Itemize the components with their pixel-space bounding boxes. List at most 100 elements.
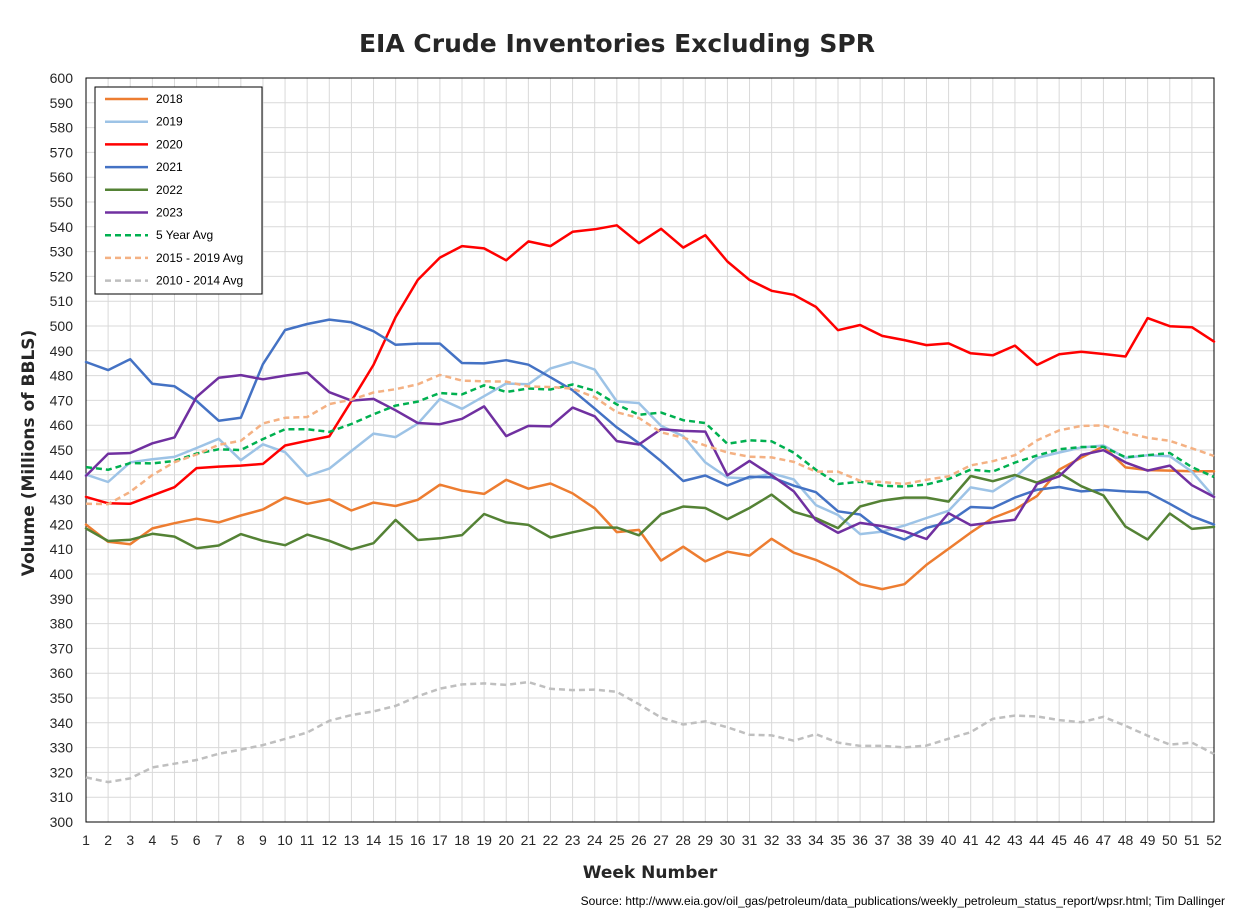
legend-label: 2021	[156, 160, 183, 174]
x-tick-label: 44	[1029, 832, 1045, 848]
series-line-5-year-avg	[85, 383, 1215, 488]
x-tick-label: 35	[830, 832, 846, 848]
y-tick-label: 350	[50, 690, 74, 706]
y-tick-label: 590	[50, 95, 74, 111]
x-tick-label: 37	[874, 832, 890, 848]
x-tick-label: 50	[1162, 832, 1178, 848]
x-tick-label: 33	[786, 832, 802, 848]
x-tick-label: 39	[919, 832, 935, 848]
series-line-2021	[84, 318, 1216, 541]
x-tick-label: 36	[852, 832, 868, 848]
y-tick-label: 490	[50, 343, 74, 359]
x-tick-label: 31	[742, 832, 758, 848]
y-tick-label: 510	[50, 293, 74, 309]
x-tick-label: 18	[454, 832, 470, 848]
y-tick-label: 390	[50, 591, 74, 607]
x-tick-label: 43	[1007, 832, 1023, 848]
series-line-2015-2019-avg	[85, 373, 1215, 506]
y-tick-label: 480	[50, 368, 74, 384]
legend-label: 2023	[156, 206, 183, 220]
series-line-2020	[84, 224, 1216, 506]
x-tick-label: 12	[322, 832, 338, 848]
y-tick-label: 550	[50, 194, 74, 210]
legend-label: 2010 - 2014 Avg	[156, 274, 243, 288]
x-tick-label: 48	[1118, 832, 1134, 848]
y-tick-label: 530	[50, 244, 74, 260]
y-tick-label: 540	[50, 219, 74, 235]
x-tick-label: 28	[675, 832, 691, 848]
x-tick-label: 52	[1206, 832, 1222, 848]
x-tick-label: 2	[104, 832, 112, 848]
x-tick-label: 10	[277, 832, 293, 848]
y-tick-label: 560	[50, 169, 74, 185]
y-tick-label: 460	[50, 417, 74, 433]
x-tick-label: 51	[1184, 832, 1200, 848]
x-tick-label: 6	[193, 832, 201, 848]
y-tick-label: 430	[50, 492, 74, 508]
x-tick-label: 7	[215, 832, 223, 848]
y-tick-label: 380	[50, 616, 74, 632]
x-tick-label: 15	[388, 832, 404, 848]
legend-label: 2018	[156, 92, 183, 106]
y-axis-title: Volume (Millions of BBLS)	[19, 330, 39, 577]
legend-label: 5 Year Avg	[156, 228, 213, 242]
x-tick-label: 34	[808, 832, 824, 848]
y-tick-label: 410	[50, 541, 74, 557]
legend-label: 2020	[156, 137, 183, 151]
x-tick-label: 1	[82, 832, 90, 848]
x-tick-label: 13	[344, 832, 360, 848]
x-tick-label: 9	[259, 832, 267, 848]
x-tick-label: 11	[300, 832, 315, 848]
x-tick-label: 25	[609, 832, 625, 848]
x-tick-label: 42	[985, 832, 1001, 848]
y-tick-label: 400	[50, 566, 74, 582]
x-axis-title: Week Number	[583, 863, 718, 883]
x-tick-label: 29	[698, 832, 714, 848]
series-line-2023	[84, 371, 1216, 541]
x-tick-label: 47	[1096, 832, 1112, 848]
x-tick-label: 23	[565, 832, 581, 848]
y-tick-label: 340	[50, 715, 74, 731]
y-tick-label: 500	[50, 318, 74, 334]
x-tick-label: 26	[631, 832, 647, 848]
x-tick-label: 16	[410, 832, 426, 848]
y-tick-label: 420	[50, 516, 74, 532]
x-tick-label: 8	[237, 832, 245, 848]
x-tick-label: 19	[476, 832, 492, 848]
legend-label: 2022	[156, 183, 183, 197]
y-tick-label: 330	[50, 740, 74, 756]
x-tick-label: 4	[148, 832, 156, 848]
y-tick-label: 320	[50, 764, 74, 780]
series-lines	[84, 224, 1216, 784]
y-tick-label: 300	[50, 814, 74, 830]
x-tick-label: 40	[941, 832, 957, 848]
y-tick-label: 440	[50, 467, 74, 483]
source-note: Source: http://www.eia.gov/oil_gas/petro…	[581, 894, 1225, 908]
x-tick-label: 46	[1074, 832, 1090, 848]
series-line-2022	[84, 471, 1216, 551]
x-tick-label: 14	[366, 832, 382, 848]
y-tick-label: 370	[50, 640, 74, 656]
y-tick-label: 310	[50, 789, 74, 805]
x-tick-label: 22	[543, 832, 559, 848]
y-tick-label: 360	[50, 665, 74, 681]
x-tick-label: 21	[521, 832, 537, 848]
x-tick-label: 20	[498, 832, 514, 848]
x-tick-label: 5	[171, 832, 179, 848]
gridlines	[85, 77, 1215, 823]
x-tick-label: 41	[963, 832, 979, 848]
legend-label: 2015 - 2019 Avg	[156, 251, 243, 265]
x-tick-label: 3	[126, 832, 134, 848]
x-tick-label: 17	[432, 832, 448, 848]
x-tick-label: 49	[1140, 832, 1156, 848]
x-axis: 1 2 3 4 5 6 7 8 9 10 11 12 13 14 15 16 17 18 19 20 21 22 23 24 2…	[82, 832, 1222, 848]
y-axis: 300 310 320 330 340 350 360 370 380 390 400 410 420 4…	[50, 70, 74, 830]
x-tick-label: 27	[653, 832, 669, 848]
series-line-2019	[84, 360, 1216, 536]
x-tick-label: 24	[587, 832, 603, 848]
x-tick-label: 45	[1051, 832, 1067, 848]
chart-title: EIA Crude Inventories Excluding SPR	[359, 29, 875, 58]
y-tick-label: 520	[50, 268, 74, 284]
series-line-2010-2014-avg	[85, 680, 1215, 784]
